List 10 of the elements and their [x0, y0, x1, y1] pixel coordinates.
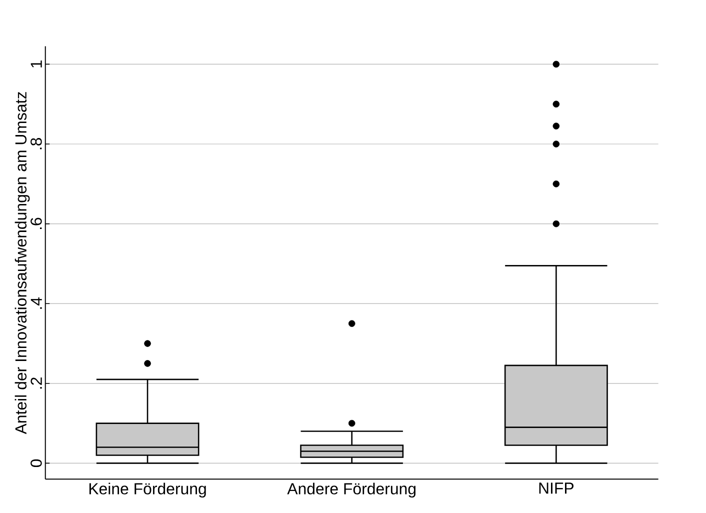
y-tick-label: .2 [30, 377, 42, 389]
x-tick-label: Andere Förderung [287, 482, 416, 498]
y-tick-label: .4 [30, 297, 42, 309]
x-tick-label: Keine Förderung [89, 482, 206, 498]
x-tick-label: NIFP [539, 482, 574, 494]
y-tick-label: 0 [30, 459, 42, 467]
y-tick-label: .6 [30, 218, 42, 229]
y-tick-label: .8 [30, 138, 42, 150]
y-tick-label: 1 [30, 60, 42, 68]
y-axis-title: Anteil der Innovationsaufwendungen am Umsatz [14, 92, 30, 434]
